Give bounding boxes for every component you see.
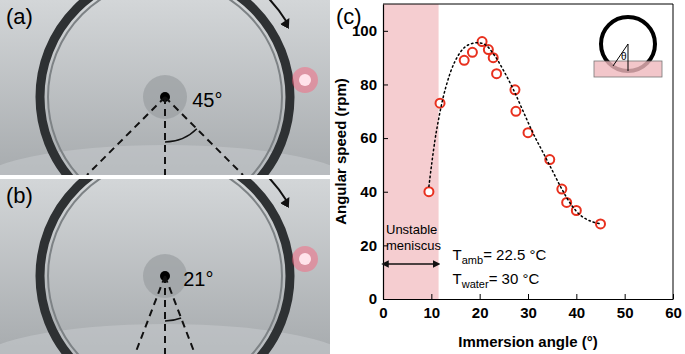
annotation-main: T [453, 270, 462, 287]
region-label: Unstable [386, 222, 437, 237]
plot-area [383, 4, 605, 299]
annotation-subscript: amb [462, 254, 483, 266]
x-tick: 20 [472, 294, 489, 321]
frame-right [673, 4, 674, 299]
wheel-inner [48, 0, 282, 175]
annotation-rest: = 30 °C [489, 270, 540, 287]
x-tick: 60 [665, 294, 682, 321]
red-light [299, 253, 311, 265]
red-light [299, 74, 311, 86]
y-tick-label: 40 [360, 183, 377, 200]
y-tick-label: 100 [352, 22, 377, 39]
x-tick: 10 [423, 294, 440, 321]
wheel-inner [48, 179, 282, 354]
y-tick-mark [383, 84, 388, 85]
rotation-arrow [248, 179, 287, 201]
annotation: Tamb= 22.5 °C [453, 246, 547, 266]
x-axis-line [384, 299, 674, 300]
x-tick-label: 50 [617, 304, 634, 321]
y-axis-line [383, 5, 384, 300]
y-axis: 0 20 40 60 80 100 [352, 5, 388, 308]
photo-panel [0, 179, 330, 354]
rotation-arrow [248, 0, 287, 22]
data-point [468, 48, 477, 57]
x-tick-mark [528, 294, 529, 299]
x-tick: 40 [568, 294, 585, 321]
x-tick-label: 10 [423, 304, 440, 321]
angle-label: 45° [192, 89, 222, 111]
data-point [557, 185, 566, 194]
angle-line [135, 276, 165, 354]
y-tick-mark [383, 138, 388, 139]
red-light-glow [292, 67, 318, 93]
red-light-glow [292, 246, 318, 272]
data-point [436, 99, 445, 108]
x-tick-label: 60 [665, 304, 682, 321]
annotation: Twater= 30 °C [453, 270, 540, 290]
inset-line [628, 44, 629, 71]
data-point [424, 187, 433, 196]
angle-line [164, 276, 166, 354]
annotation-subscript: water [461, 278, 489, 290]
y-tick-mark [383, 192, 388, 193]
photo-panel [0, 0, 330, 175]
angle-label: 21° [183, 268, 213, 290]
y-tick: 40 [360, 183, 388, 200]
data-point [492, 69, 501, 78]
x-tick-label: 40 [568, 304, 585, 321]
y-tick: 100 [352, 22, 388, 39]
y-tick: 80 [360, 76, 388, 93]
panel-label: (b) [6, 183, 33, 208]
y-tick-label: 0 [369, 290, 377, 307]
y-axis-title: Angular speed (rpm) [332, 78, 349, 225]
y-tick: 60 [360, 129, 388, 146]
frame-top [383, 4, 673, 5]
x-tick: 30 [520, 294, 537, 321]
y-tick-label: 80 [360, 76, 377, 93]
fit-curve [429, 43, 601, 224]
x-tick-label: 20 [472, 304, 489, 321]
y-tick-mark [383, 31, 388, 32]
y-tick-label: 60 [360, 129, 377, 146]
wheel-ring [40, 179, 290, 354]
x-tick-mark [576, 294, 577, 299]
angle-line [87, 97, 165, 175]
x-axis: 0 10 20 30 40 50 60 [379, 294, 682, 321]
x-axis-title: Immersion angle (°) [458, 333, 597, 350]
wheel-ring [40, 0, 290, 175]
annotation-main: T [453, 246, 462, 263]
inset-line [613, 44, 628, 66]
y-tick-mark [383, 299, 388, 300]
x-tick-mark [673, 294, 674, 299]
angle-arc [165, 318, 181, 321]
y-tick: 0 [369, 290, 388, 307]
y-tick-label: 20 [360, 237, 377, 254]
x-tick: 50 [617, 294, 634, 321]
x-tick-label: 30 [520, 304, 537, 321]
data-point [524, 128, 533, 137]
x-tick-label: 0 [379, 304, 387, 321]
region-label: meniscus [386, 238, 441, 253]
x-tick-mark [431, 294, 432, 299]
shaded-region [383, 4, 439, 299]
annotation-rest: = 22.5 °C [483, 246, 546, 263]
angle-line [164, 97, 166, 175]
inset-label: θ [621, 51, 627, 62]
x-tick-mark [625, 294, 626, 299]
y-tick: 20 [360, 237, 388, 254]
data-point [511, 107, 520, 116]
region-arrow [385, 263, 437, 265]
data-point [460, 56, 469, 65]
x-tick-mark [480, 294, 481, 299]
angle-arc [165, 129, 197, 142]
panel-label: (a) [6, 4, 33, 29]
figure: (a)45°(b)21°(c)0102030405060020406080100… [0, 0, 685, 354]
